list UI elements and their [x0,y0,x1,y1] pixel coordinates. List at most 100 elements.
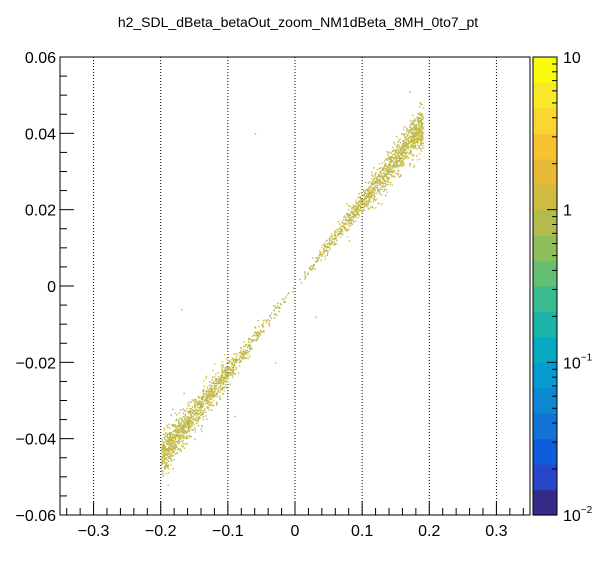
data-point [173,459,175,461]
data-point [170,432,172,434]
data-point [185,437,187,440]
data-point [390,171,392,173]
data-point [161,461,163,463]
data-point [196,412,198,415]
data-point [407,151,409,153]
data-point [212,382,215,384]
data-point [190,401,192,403]
data-point [360,206,362,209]
data-point [387,152,390,154]
data-point [415,129,417,131]
data-point [183,392,185,395]
data-point [345,223,348,225]
data-point [206,395,209,397]
data-point [182,416,185,418]
data-point [166,435,169,437]
data-point [211,404,214,407]
data-point [248,345,250,347]
data-point [417,136,420,138]
data-point [263,330,265,332]
data-point [208,409,211,411]
data-point [161,438,163,441]
data-point [239,360,241,363]
data-point [336,235,339,237]
data-point [418,127,420,130]
data-point [196,422,198,424]
data-point [161,459,164,461]
data-point [242,356,244,359]
data-point [223,390,225,392]
data-point [181,418,183,421]
data-point [216,396,219,398]
data-point [312,263,315,266]
data-point [230,366,232,368]
data-point [419,111,421,114]
data-point [215,385,217,387]
data-point [283,301,285,303]
data-point [353,212,355,214]
data-point [258,335,260,338]
data-point [383,185,386,188]
data-point [350,222,352,224]
data-point [380,177,383,179]
data-point [398,160,400,163]
data-point [420,103,422,105]
data-point [412,142,414,145]
data-point [347,223,349,225]
data-point [375,177,378,179]
data-point [394,152,396,155]
colorbar-segment [533,158,557,185]
data-point [386,150,388,153]
data-point [186,431,188,433]
data-point [417,142,419,144]
data-point [174,448,177,451]
data-point [254,327,257,329]
data-point [412,120,414,123]
data-point [197,402,199,405]
data-point [357,211,359,213]
data-point [213,404,215,407]
data-point [227,361,229,364]
data-point [336,239,338,242]
data-point [249,337,251,340]
data-point [184,419,186,421]
data-point [167,465,169,467]
data-point [394,155,397,157]
data-point [194,401,197,403]
data-point [200,397,203,400]
data-point [162,452,164,454]
data-point [235,361,238,364]
data-point [197,417,200,419]
data-point [401,163,403,165]
data-point [372,201,375,203]
data-point [288,292,290,294]
data-point [201,400,204,402]
data-point [403,144,405,147]
data-point [243,358,245,360]
data-point [169,435,171,438]
data-point [389,160,391,163]
data-point [399,175,402,177]
data-point [367,200,369,203]
data-point [419,102,421,104]
data-point [208,393,210,395]
data-point [197,421,199,423]
data-point [179,448,182,450]
data-point [403,145,405,148]
data-point [162,433,165,435]
data-point [337,221,340,223]
data-point [194,414,197,416]
data-point [236,358,239,361]
colorbar-segment [533,489,557,516]
data-point [212,388,214,390]
data-point [420,124,423,127]
data-point [210,389,212,391]
data-point [166,453,168,455]
data-point [411,133,413,135]
data-point [192,425,194,427]
data-point [413,139,415,141]
data-point [281,298,283,300]
data-point [202,413,204,415]
data-point [418,113,420,115]
data-point [379,193,381,195]
